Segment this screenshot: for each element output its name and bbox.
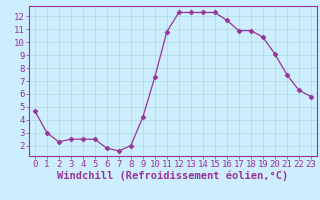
X-axis label: Windchill (Refroidissement éolien,°C): Windchill (Refroidissement éolien,°C)	[57, 171, 288, 181]
